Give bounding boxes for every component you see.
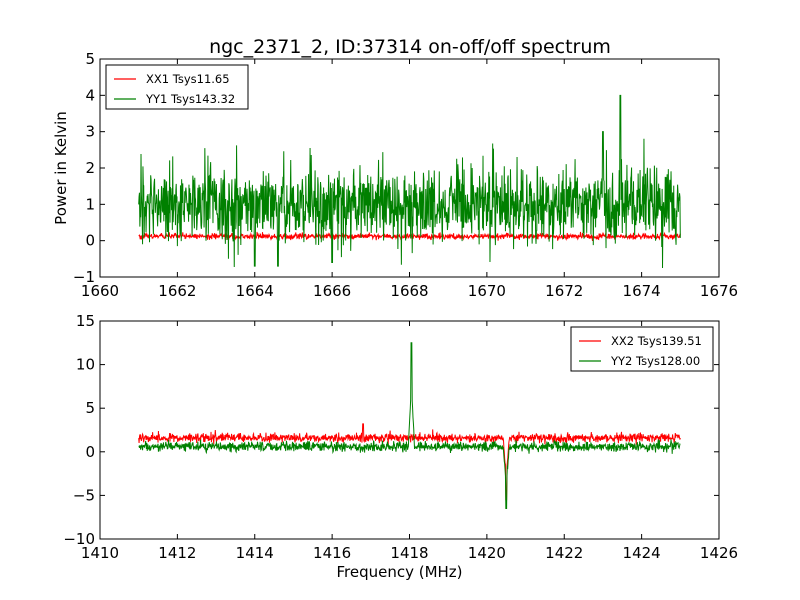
x-axis-label: Frequency (MHz) (336, 563, 462, 581)
series-line-2 (138, 94, 681, 268)
y-axis-label: Power in Kelvin (52, 111, 70, 225)
figure-title: ngc_2371_2, ID:37314 on-off/off spectrum (209, 36, 611, 58)
plot-area (138, 94, 681, 268)
x-tick-label: 1410 (81, 544, 119, 562)
y-tick-label: 0 (85, 443, 95, 461)
y-tick-label: −1 (73, 268, 95, 286)
x-tick-label: 1676 (700, 282, 738, 300)
x-tick-label: 1414 (236, 544, 274, 562)
y-tick-label: 3 (85, 123, 95, 141)
legend-box (570, 326, 714, 372)
legend-label: XX2 Tsys139.51 (611, 334, 702, 348)
x-tick-label: 1674 (623, 282, 661, 300)
x-tick-label: 1412 (158, 544, 196, 562)
y-tick-label: 5 (85, 50, 95, 68)
y-tick-label: 10 (76, 356, 95, 374)
x-tick-label: 1666 (313, 282, 351, 300)
legend: XX1 Tsys11.65 YY1 Tsys143.32 (105, 64, 249, 110)
y-tick-label: −5 (73, 486, 95, 504)
series-line-2 (138, 342, 681, 509)
x-tick-label: 1418 (390, 544, 428, 562)
y-tick-label: −10 (63, 530, 95, 548)
bottom-panel: 1410 1412 1414 1416 1418 1420 1422 1424 1426 −10 −… (63, 312, 738, 581)
x-tick-label: 1664 (236, 282, 274, 300)
y-tick-label: 1 (85, 195, 95, 213)
legend: XX2 Tsys139.51 YY2 Tsys128.00 (570, 326, 714, 372)
y-tick-label: 15 (76, 312, 95, 330)
series-line-1 (138, 423, 681, 501)
x-tick-label: 1426 (700, 544, 738, 562)
x-tick-label: 1420 (468, 544, 506, 562)
plot-area (138, 342, 681, 509)
y-tick-label: 4 (85, 86, 95, 104)
y-tick-label: 5 (85, 399, 95, 417)
x-tick-label: 1668 (390, 282, 428, 300)
x-tick-label: 1662 (158, 282, 196, 300)
y-tick-label: 2 (85, 159, 95, 177)
x-tick-label: 1670 (468, 282, 506, 300)
x-tick-label: 1424 (623, 544, 661, 562)
x-tick-label: 1416 (313, 544, 351, 562)
top-panel: 1660 1662 1664 1666 1668 1670 1672 1674 1676 −1 0 1… (52, 50, 738, 300)
legend-box (105, 64, 249, 110)
x-tick-label: 1672 (545, 282, 583, 300)
x-tick-label: 1422 (545, 544, 583, 562)
y-tick-label: 0 (85, 232, 95, 250)
legend-label: YY2 Tsys128.00 (610, 354, 700, 368)
x-tick-label: 1660 (81, 282, 119, 300)
legend-label: YY1 Tsys143.32 (145, 92, 235, 106)
legend-label: XX1 Tsys11.65 (146, 72, 230, 86)
